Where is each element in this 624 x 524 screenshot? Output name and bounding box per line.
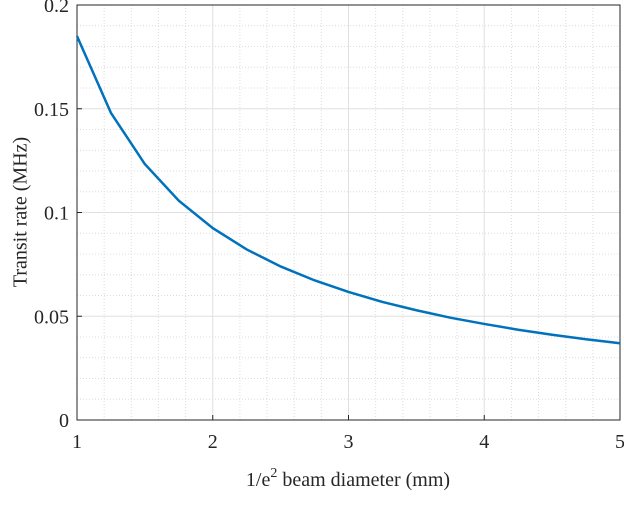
- plot-frame: [76, 4, 621, 421]
- y-tick-label: 0.15: [34, 99, 69, 121]
- data-line: [75, 35, 621, 345]
- y-axis-label: Transit rate (MHz): [10, 137, 32, 287]
- y-tick-label: 0.05: [34, 306, 69, 328]
- x-axis-label: 1/e2 beam diameter (mm): [246, 466, 450, 491]
- y-tick-label: 0.1: [44, 203, 69, 225]
- x-label-part: beam diameter (mm): [277, 469, 450, 491]
- x-tick-label: 4: [479, 431, 489, 453]
- x-tick-label: 1: [72, 431, 82, 453]
- x-label-sup: 2: [270, 466, 277, 481]
- y-tick-label: 0: [59, 410, 69, 432]
- x-tick-label: 3: [344, 431, 354, 453]
- x-label-part: 1/e: [246, 469, 271, 491]
- x-tick-label: 5: [615, 431, 624, 453]
- y-tick-label: 0.2: [44, 0, 69, 17]
- x-tick-label: 2: [208, 431, 218, 453]
